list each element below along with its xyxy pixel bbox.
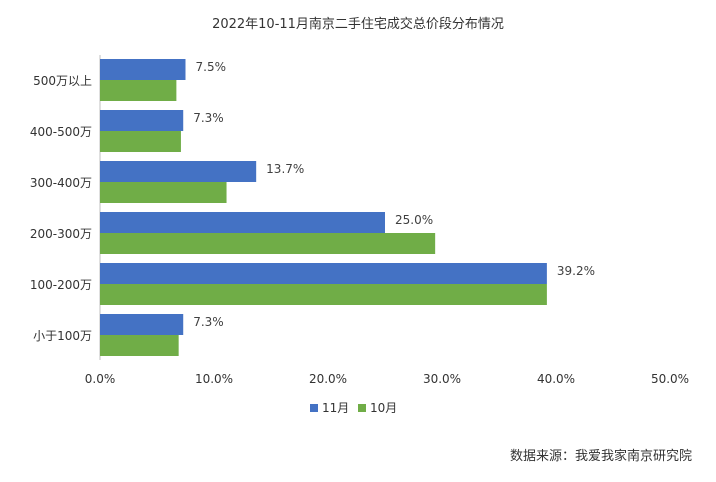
data-label: 13.7% bbox=[266, 162, 304, 176]
bar-10月-小于100万 bbox=[100, 335, 179, 356]
legend-label-10月: 10月 bbox=[370, 401, 397, 415]
bar-11月-小于100万 bbox=[100, 314, 184, 335]
category-label: 小于100万 bbox=[33, 329, 92, 343]
bar-11月-300-400万 bbox=[100, 161, 257, 182]
bar-10月-400-500万 bbox=[100, 131, 181, 152]
category-label: 100-200万 bbox=[30, 278, 92, 292]
x-tick-label: 0.0% bbox=[85, 372, 116, 386]
category-label: 200-300万 bbox=[30, 227, 92, 241]
bar-10月-100-200万 bbox=[100, 284, 547, 305]
data-source-note: 数据来源：我爱我家南京研究院 bbox=[509, 449, 692, 464]
bar-11月-100-200万 bbox=[100, 263, 547, 284]
data-label: 7.5% bbox=[196, 60, 227, 74]
bar-10月-300-400万 bbox=[100, 182, 227, 203]
category-label: 500万以上 bbox=[33, 74, 92, 88]
data-label: 7.3% bbox=[193, 315, 224, 329]
legend-label-11月: 11月 bbox=[322, 401, 349, 415]
bar-10月-500万以上 bbox=[100, 80, 177, 101]
x-tick-label: 30.0% bbox=[423, 372, 461, 386]
category-label: 300-400万 bbox=[30, 176, 92, 190]
legend-swatch-11月 bbox=[310, 404, 318, 412]
x-tick-label: 20.0% bbox=[309, 372, 347, 386]
legend: 11月 10月 bbox=[310, 401, 397, 415]
x-tick-label: 40.0% bbox=[537, 372, 575, 386]
data-label: 25.0% bbox=[395, 213, 433, 227]
bar-10月-200-300万 bbox=[100, 233, 436, 254]
x-tick-label: 10.0% bbox=[195, 372, 233, 386]
bar-11月-400-500万 bbox=[100, 110, 184, 131]
category-label: 400-500万 bbox=[30, 125, 92, 139]
x-tick-label: 50.0% bbox=[651, 372, 689, 386]
data-label: 39.2% bbox=[557, 264, 595, 278]
bar-11月-500万以上 bbox=[100, 59, 186, 80]
bar-11月-200-300万 bbox=[100, 212, 385, 233]
data-label: 7.3% bbox=[193, 111, 224, 125]
bar-chart: 2022年10-11月南京二手住宅成交总价段分布情况 500万以上 7.5% 400… bbox=[30, 16, 689, 415]
legend-swatch-10月 bbox=[358, 404, 366, 412]
chart-title: 2022年10-11月南京二手住宅成交总价段分布情况 bbox=[212, 16, 504, 32]
